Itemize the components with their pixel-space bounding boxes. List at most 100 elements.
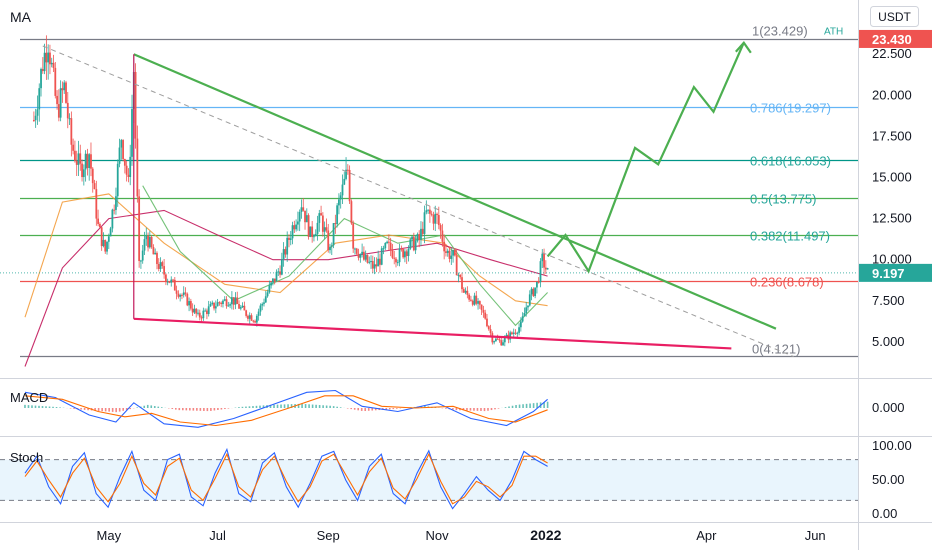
candle-body — [407, 248, 410, 257]
macd-histogram-bar — [34, 405, 37, 408]
candle-body — [239, 307, 242, 309]
candle-body — [530, 288, 533, 295]
candle-body — [359, 254, 362, 258]
candle — [457, 272, 460, 283]
candle-body — [241, 305, 244, 308]
candle-body — [516, 332, 519, 334]
candle-body — [70, 118, 73, 145]
candle-body — [366, 255, 369, 263]
candle — [486, 314, 488, 328]
candle-body — [334, 223, 337, 225]
candle-body — [211, 302, 214, 305]
candle — [400, 245, 403, 252]
candle — [120, 138, 123, 160]
candle-body — [491, 333, 494, 343]
candle — [198, 309, 201, 321]
candle-body — [198, 312, 201, 318]
candle — [52, 54, 55, 73]
candle — [437, 206, 440, 230]
candle-body — [88, 154, 91, 169]
candle-body — [484, 312, 487, 319]
currency-box[interactable] — [870, 6, 919, 27]
candle — [293, 220, 296, 234]
price-axis-tick: 10.000 — [872, 252, 912, 267]
candle-body — [434, 213, 437, 224]
macd-title: MACD — [10, 390, 48, 405]
currency-selector[interactable]: USDT — [870, 6, 919, 27]
candle-body — [248, 315, 251, 319]
candle — [145, 227, 148, 246]
candle — [102, 232, 105, 248]
candle-body — [304, 210, 306, 223]
candle — [375, 257, 378, 273]
candle — [428, 206, 431, 223]
macd-histogram-bar — [487, 408, 489, 411]
candle-body — [357, 253, 360, 258]
candle-body — [498, 339, 501, 341]
candle-body — [143, 239, 146, 251]
candle-body — [252, 320, 255, 322]
candle-body — [284, 249, 287, 255]
candle-body — [375, 264, 378, 267]
candle — [352, 220, 355, 253]
candle — [50, 57, 53, 68]
candle — [484, 309, 487, 320]
macd-histogram-bar — [55, 407, 58, 408]
macd-histogram-bar — [536, 402, 538, 408]
candle-body — [457, 274, 460, 276]
candle-body — [404, 251, 406, 258]
macd-histogram-bar — [48, 406, 51, 408]
candle — [327, 223, 330, 253]
candle — [252, 319, 255, 323]
macd-histogram-bar — [45, 406, 47, 408]
candle — [161, 260, 164, 269]
candle — [475, 290, 478, 306]
candle-body — [227, 305, 230, 307]
candle — [156, 251, 158, 270]
candle-body — [234, 297, 237, 305]
candle-body — [264, 296, 267, 303]
candle-body — [478, 301, 481, 305]
candle — [173, 277, 176, 291]
macd-histogram-bar — [248, 406, 251, 408]
candle — [179, 293, 182, 302]
candle — [247, 314, 249, 322]
candle-body — [202, 310, 205, 319]
candle — [207, 300, 210, 317]
candle-body — [341, 184, 344, 196]
candle — [470, 295, 472, 302]
candle-body — [462, 289, 465, 293]
stoch-axis-tick: 100.00 — [872, 438, 912, 453]
candle — [266, 289, 269, 298]
candle — [170, 276, 173, 287]
time-axis-tick: Jun — [805, 528, 826, 543]
candle-body — [370, 261, 372, 263]
candle-body — [245, 310, 248, 316]
candle — [189, 298, 192, 311]
candle — [418, 230, 421, 248]
candle — [116, 159, 119, 207]
candle — [230, 291, 233, 310]
candle-body — [188, 301, 190, 306]
candle — [393, 250, 396, 265]
candle-body — [50, 62, 53, 65]
candle-body — [250, 315, 253, 321]
candle — [213, 302, 215, 311]
candle-body — [259, 305, 262, 312]
macd-histogram-bar — [153, 406, 156, 408]
candle — [379, 253, 381, 273]
candle — [443, 234, 446, 260]
macd-histogram-bar — [27, 405, 30, 408]
candle — [56, 90, 58, 110]
candle — [489, 324, 492, 338]
candle-body — [389, 242, 392, 251]
candle-body — [145, 235, 148, 240]
candle-body — [313, 236, 315, 238]
candle-body — [109, 228, 112, 237]
candle — [223, 296, 226, 302]
candle — [106, 241, 108, 255]
candle-body — [464, 290, 467, 293]
macd-histogram-bar — [185, 408, 188, 411]
candle — [493, 340, 496, 345]
candle — [222, 299, 224, 308]
